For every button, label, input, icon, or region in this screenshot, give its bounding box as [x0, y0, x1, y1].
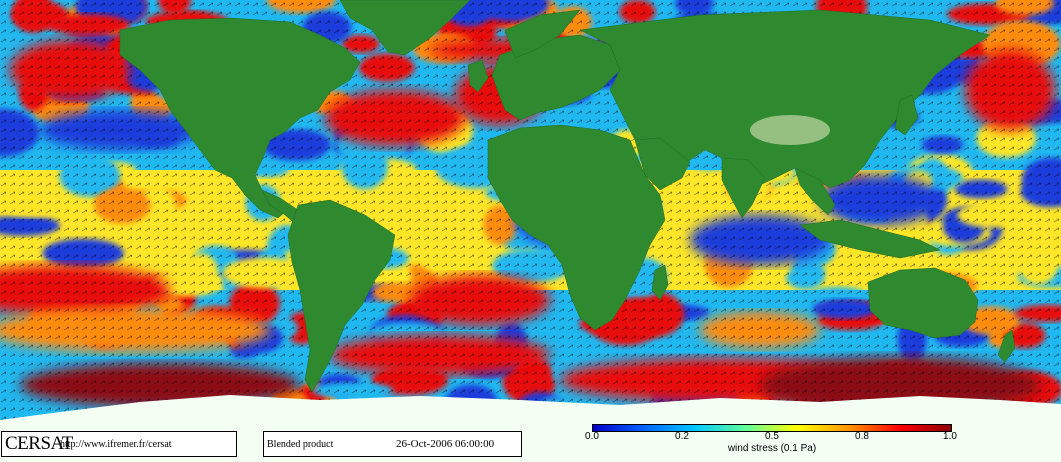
colorbar-tick: 0.8 — [855, 431, 869, 442]
africa — [487, 124, 666, 331]
greenland — [339, 0, 471, 56]
new-zealand — [997, 329, 1016, 363]
colorbar-gradient — [592, 424, 952, 432]
europe — [491, 34, 621, 121]
cersat-url[interactable]: http://www.ifremer.fr/cersat — [60, 439, 172, 450]
south-america — [287, 199, 396, 393]
madagascar — [651, 264, 669, 301]
product-info-box: Blended product 26-Oct-2006 06:00:00 — [263, 431, 522, 457]
southeast-asia — [794, 167, 836, 216]
british-isles — [467, 59, 489, 93]
asia — [579, 9, 991, 201]
colorbar-tick: 1.0 — [943, 431, 957, 442]
colorbar-label: wind stress (0.1 Pa) — [727, 443, 817, 454]
colorbar-tick: 0.5 — [765, 431, 779, 442]
japan — [894, 94, 919, 136]
continents — [119, 0, 1016, 393]
north-america — [119, 17, 361, 219]
credits-box: CERSAT http://www.ifremer.fr/cersat — [1, 431, 237, 457]
indian-subcontinent — [721, 157, 766, 219]
product-date: 26-Oct-2006 06:00:00 — [396, 438, 495, 450]
australia — [867, 267, 979, 339]
product-name: Blended product — [267, 439, 334, 450]
colorbar-legend: 0.0 0.2 0.5 0.8 1.0 wind stress (0.1 Pa) — [585, 424, 957, 456]
tibetan-plateau — [750, 115, 830, 145]
colorbar-tick: 0.0 — [585, 431, 599, 442]
scandinavia — [504, 9, 581, 59]
cersat-logo: CERSAT — [5, 433, 73, 454]
colorbar-tick: 0.2 — [675, 431, 689, 442]
indonesia — [799, 219, 941, 259]
